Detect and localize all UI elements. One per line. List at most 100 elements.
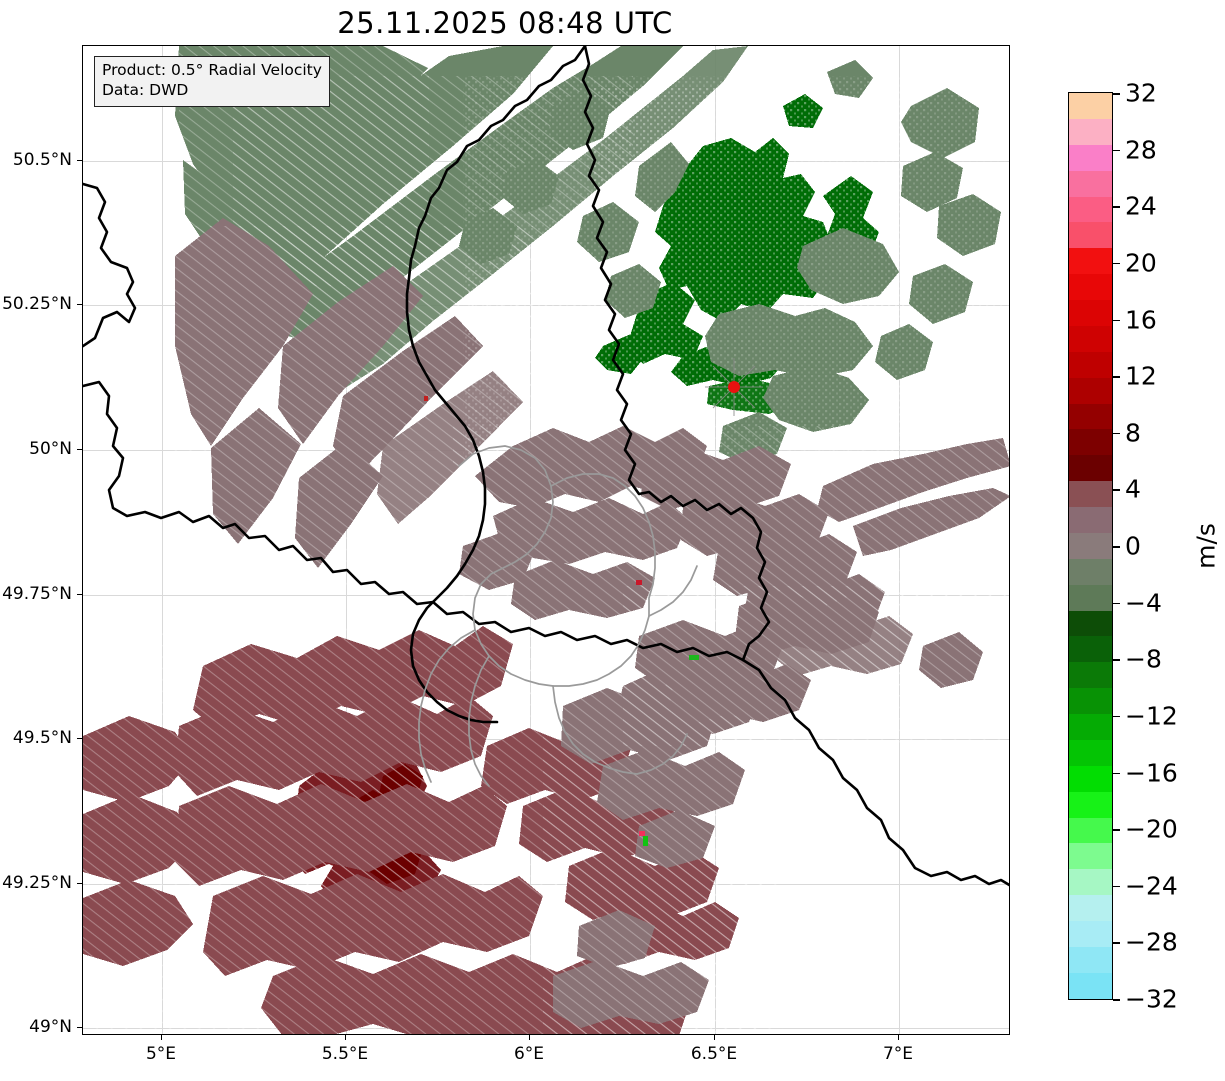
colorbar-tick-label: −8 <box>1125 644 1162 674</box>
y-axis-tick-label: 49.5°N <box>12 728 72 748</box>
colorbar-band <box>1069 895 1112 921</box>
colorbar-band <box>1069 921 1112 947</box>
colorbar-band <box>1069 222 1112 249</box>
x-axis-tick-label: 5.5°E <box>321 1044 369 1064</box>
colorbar-tick-mark <box>1113 602 1120 605</box>
colorbar-tick-mark <box>1113 659 1120 661</box>
colorbar-band <box>1069 144 1112 171</box>
colorbar-tick-label: 32 <box>1125 78 1157 108</box>
colorbar-band <box>1069 325 1112 352</box>
info-data-line: Data: DWD <box>102 80 189 99</box>
x-axis-tick-label: 6°E <box>513 1044 545 1064</box>
colorbar-tick-mark <box>1113 432 1120 435</box>
colorbar-tick-mark <box>1113 149 1120 152</box>
y-tick-mark <box>77 449 82 450</box>
colorbar-band <box>1069 300 1112 326</box>
colorbar-band <box>1069 610 1112 637</box>
x-tick-mark <box>345 1035 346 1040</box>
colorbar-band <box>1069 946 1112 973</box>
colorbar-band <box>1069 584 1112 611</box>
colorbar-unit-label: m/s <box>1191 523 1221 569</box>
colorbar-band <box>1069 118 1112 145</box>
y-axis-tick-label: 49.75°N <box>2 584 72 604</box>
colorbar-band <box>1069 765 1112 792</box>
colorbar-tick-mark <box>1113 262 1120 265</box>
colorbar-band <box>1069 93 1112 119</box>
colorbar-band <box>1069 558 1112 585</box>
x-tick-mark <box>529 1035 530 1040</box>
colorbar <box>1068 92 1113 1000</box>
y-axis-tick-label: 49.25°N <box>2 873 72 893</box>
colorbar-tick-label: −32 <box>1125 984 1178 1014</box>
x-axis-tick-label: 7°E <box>882 1044 914 1064</box>
colorbar-band <box>1069 248 1112 275</box>
colorbar-tick-label: −28 <box>1125 927 1178 957</box>
colorbar-tick-mark <box>1113 885 1120 888</box>
colorbar-band <box>1069 636 1112 663</box>
colorbar-tick-label: 20 <box>1125 248 1157 278</box>
y-tick-mark <box>77 594 82 595</box>
colorbar-band <box>1069 351 1112 378</box>
colorbar-tick-label: 4 <box>1125 474 1141 504</box>
page-title: 25.11.2025 08:48 UTC <box>337 6 673 40</box>
colorbar-band <box>1069 274 1112 300</box>
colorbar-tick-mark <box>1113 942 1120 944</box>
colorbar-tick-mark <box>1113 546 1120 548</box>
echo-region-east-mauve <box>623 586 1009 746</box>
colorbar-tick-mark <box>1113 829 1120 831</box>
colorbar-tick-mark <box>1113 715 1120 718</box>
y-tick-mark <box>77 883 82 884</box>
colorbar-tick-mark <box>1113 489 1120 491</box>
colorbar-band <box>1069 843 1112 870</box>
colorbar-ticks: 32 28 24 20 16 12 8 4 0 −4 −8 −12 −16 −20 −24 −28 −32 <box>1113 79 1223 1014</box>
colorbar-tick-label: 0 <box>1125 531 1141 561</box>
y-tick-mark <box>77 738 82 739</box>
x-tick-mark <box>161 1035 162 1040</box>
y-axis-tick-label: 49°N <box>29 1017 72 1037</box>
info-box: Product: 0.5° Radial Velocity Data: DWD <box>94 56 330 107</box>
colorbar-tick-mark <box>1113 772 1120 775</box>
colorbar-tick-label: −16 <box>1125 758 1178 787</box>
colorbar-tick-mark <box>1113 206 1120 208</box>
colorbar-band <box>1069 170 1112 197</box>
colorbar-band <box>1069 377 1112 404</box>
colorbar-band <box>1069 455 1112 482</box>
y-axis-tick-label: 50.5°N <box>12 150 72 170</box>
colorbar-band <box>1069 714 1112 740</box>
colorbar-band <box>1069 403 1112 430</box>
colorbar-band <box>1069 196 1112 223</box>
colorbar-band <box>1069 688 1112 714</box>
info-product-line: Product: 0.5° Radial Velocity <box>102 61 322 79</box>
colorbar-band <box>1069 662 1112 689</box>
x-axis-tick-label: 6.5°E <box>690 1044 738 1064</box>
colorbar-band <box>1069 972 1112 999</box>
colorbar-tick-label: −20 <box>1125 814 1178 844</box>
colorbar-tick-label: −4 <box>1125 588 1162 618</box>
y-tick-mark <box>77 304 82 305</box>
colorbar-tick-mark <box>1113 319 1120 322</box>
radar-echo-layer <box>83 46 1009 1034</box>
colorbar-tick-label: 28 <box>1125 135 1157 165</box>
colorbar-tick-label: 12 <box>1125 361 1157 391</box>
colorbar-tick-mark <box>1113 376 1120 378</box>
colorbar-tick-mark <box>1113 999 1120 1001</box>
colorbar-band <box>1069 791 1112 818</box>
colorbar-tick-label: 24 <box>1125 191 1157 221</box>
y-axis-tick-label: 50.25°N <box>2 294 72 314</box>
colorbar-band <box>1069 429 1112 456</box>
colorbar-band <box>1069 532 1112 559</box>
radar-site-dot <box>728 381 740 393</box>
y-tick-mark <box>77 160 82 161</box>
colorbar-band <box>1069 739 1112 766</box>
colorbar-band <box>1069 817 1112 844</box>
colorbar-band <box>1069 481 1112 507</box>
x-axis-tick-label: 5°E <box>145 1044 177 1064</box>
colorbar-band <box>1069 507 1112 533</box>
colorbar-tick-label: 16 <box>1125 305 1157 334</box>
colorbar-tick-label: 8 <box>1125 418 1141 448</box>
x-tick-mark <box>898 1035 899 1040</box>
y-tick-mark <box>77 1027 82 1028</box>
x-tick-mark <box>714 1035 715 1040</box>
y-axis-tick-label: 50°N <box>29 439 72 459</box>
radar-map-clip: Product: 0.5° Radial Velocity Data: DWD <box>83 46 1009 1034</box>
